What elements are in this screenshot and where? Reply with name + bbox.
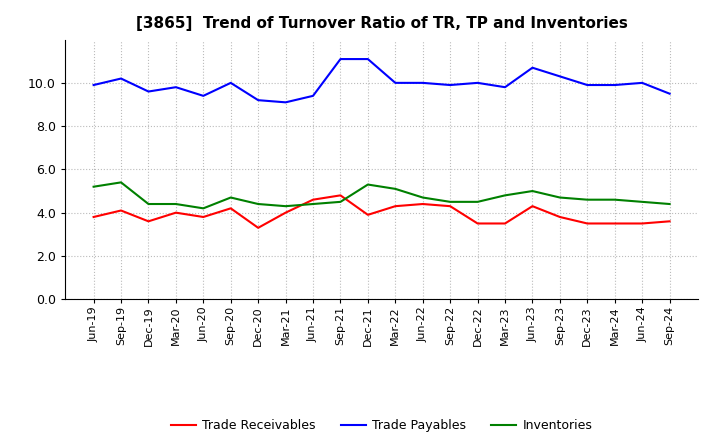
- Trade Receivables: [144, 219, 153, 224]
- Trade Payables: [117, 76, 125, 81]
- Inventories: [583, 197, 592, 202]
- Trade Receivables: [638, 221, 647, 226]
- Trade Receivables: [556, 214, 564, 220]
- Trade Payables: [226, 80, 235, 85]
- Trade Receivables: [446, 204, 454, 209]
- Inventories: [446, 199, 454, 205]
- Inventories: [500, 193, 509, 198]
- Trade Payables: [144, 89, 153, 94]
- Inventories: [418, 195, 427, 200]
- Inventories: [364, 182, 372, 187]
- Trade Payables: [473, 80, 482, 85]
- Trade Payables: [556, 74, 564, 79]
- Trade Receivables: [117, 208, 125, 213]
- Inventories: [309, 202, 318, 207]
- Inventories: [226, 195, 235, 200]
- Inventories: [336, 199, 345, 205]
- Inventories: [144, 202, 153, 207]
- Trade Receivables: [364, 212, 372, 217]
- Trade Payables: [309, 93, 318, 99]
- Trade Receivables: [665, 219, 674, 224]
- Trade Receivables: [528, 204, 537, 209]
- Inventories: [199, 205, 207, 211]
- Trade Payables: [282, 100, 290, 105]
- Inventories: [117, 180, 125, 185]
- Trade Receivables: [199, 214, 207, 220]
- Trade Receivables: [473, 221, 482, 226]
- Trade Receivables: [89, 214, 98, 220]
- Trade Payables: [199, 93, 207, 99]
- Inventories: [391, 186, 400, 191]
- Inventories: [611, 197, 619, 202]
- Inventories: [89, 184, 98, 189]
- Trade Receivables: [336, 193, 345, 198]
- Trade Receivables: [391, 204, 400, 209]
- Trade Payables: [638, 80, 647, 85]
- Trade Payables: [171, 84, 180, 90]
- Line: Trade Receivables: Trade Receivables: [94, 195, 670, 228]
- Trade Payables: [254, 98, 263, 103]
- Trade Receivables: [282, 210, 290, 215]
- Trade Payables: [89, 82, 98, 88]
- Inventories: [556, 195, 564, 200]
- Trade Receivables: [254, 225, 263, 231]
- Inventories: [528, 188, 537, 194]
- Line: Trade Payables: Trade Payables: [94, 59, 670, 103]
- Trade Payables: [446, 82, 454, 88]
- Legend: Trade Receivables, Trade Payables, Inventories: Trade Receivables, Trade Payables, Inven…: [166, 414, 597, 437]
- Trade Receivables: [226, 205, 235, 211]
- Inventories: [171, 202, 180, 207]
- Trade Receivables: [611, 221, 619, 226]
- Inventories: [473, 199, 482, 205]
- Trade Payables: [336, 56, 345, 62]
- Trade Payables: [364, 56, 372, 62]
- Trade Receivables: [309, 197, 318, 202]
- Line: Inventories: Inventories: [94, 182, 670, 208]
- Trade Payables: [500, 84, 509, 90]
- Trade Receivables: [171, 210, 180, 215]
- Trade Receivables: [583, 221, 592, 226]
- Trade Payables: [611, 82, 619, 88]
- Inventories: [254, 202, 263, 207]
- Trade Receivables: [418, 202, 427, 207]
- Trade Payables: [418, 80, 427, 85]
- Trade Payables: [391, 80, 400, 85]
- Title: [3865]  Trend of Turnover Ratio of TR, TP and Inventories: [3865] Trend of Turnover Ratio of TR, TP…: [135, 16, 628, 32]
- Inventories: [665, 202, 674, 207]
- Inventories: [638, 199, 647, 205]
- Trade Payables: [583, 82, 592, 88]
- Trade Payables: [528, 65, 537, 70]
- Trade Receivables: [500, 221, 509, 226]
- Inventories: [282, 204, 290, 209]
- Trade Payables: [665, 91, 674, 96]
